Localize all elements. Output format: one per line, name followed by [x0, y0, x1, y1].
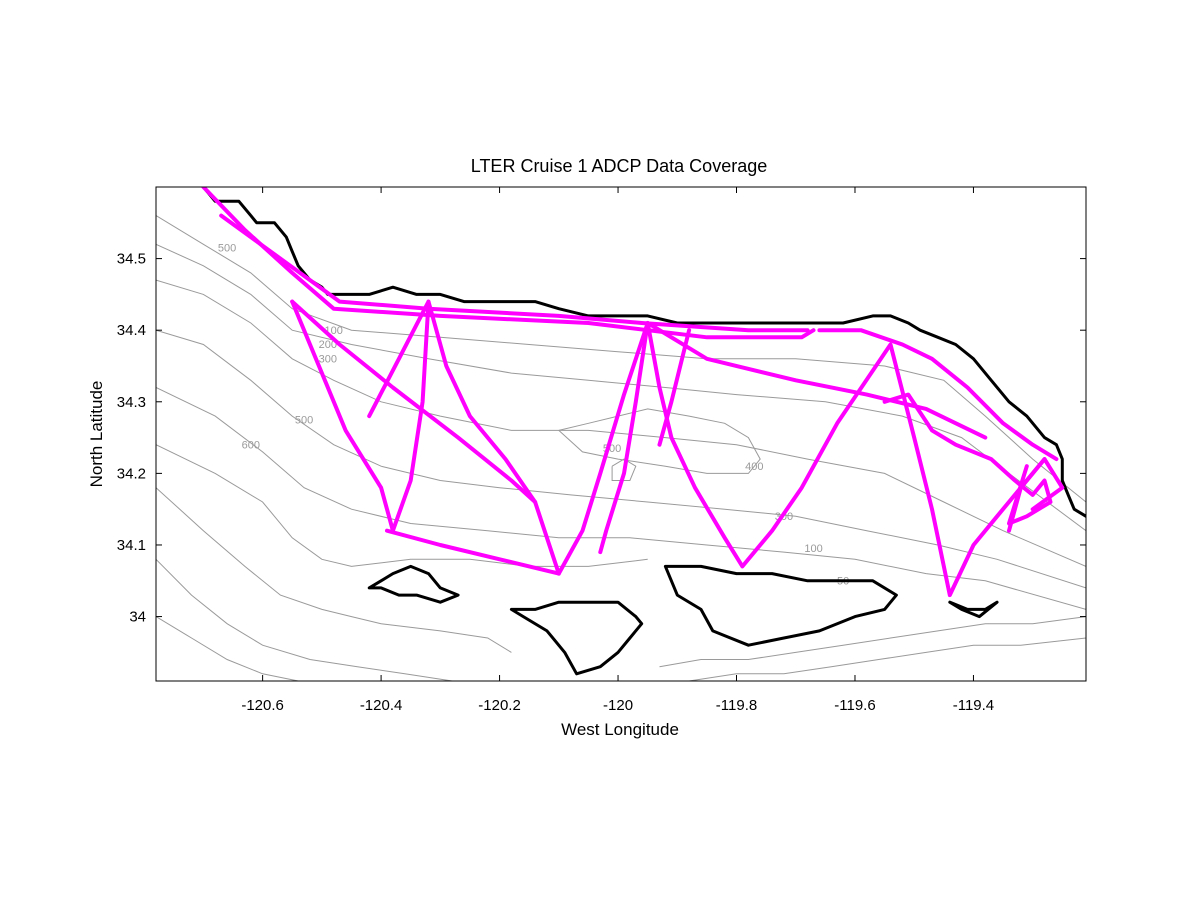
plot-frame	[155, 186, 1087, 682]
bathymetry-contours	[156, 215, 1086, 681]
contour-line-7	[156, 558, 453, 681]
contour-line-1	[156, 243, 1086, 532]
contour-line-6	[156, 487, 512, 653]
plot-background	[156, 187, 1086, 681]
contour-label-1: 200	[319, 339, 337, 351]
coastline-segment-0	[201, 187, 1086, 518]
contour-line-3	[156, 329, 1086, 589]
adcp-track-7	[645, 321, 988, 440]
adcp-tracks	[201, 187, 1065, 598]
coastline-segment-3	[663, 564, 898, 647]
adcp-track-11	[1007, 457, 1065, 533]
y-tick-label: 34.5	[117, 251, 146, 268]
y-tick-label: 34.1	[117, 537, 146, 554]
contour-line-0	[156, 215, 1086, 503]
y-tick-label: 34.4	[117, 322, 146, 339]
y-tick-label: 34.3	[117, 394, 146, 411]
adcp-track-10	[882, 392, 1053, 526]
chart-title: LTER Cruise 1 ADCP Data Coverage	[471, 156, 767, 176]
contour-label-5: 500	[218, 242, 236, 254]
contour-line-5	[156, 444, 648, 567]
axis-ticks: -120.6 -120.4 -120.2 -120 -119.8 -119.6 -119.4…	[117, 187, 1086, 714]
adcp-track-8	[657, 328, 692, 447]
x-tick-label: -120.2	[478, 697, 521, 714]
contour-label-4: 600	[242, 439, 260, 451]
adcp-track-9	[817, 328, 1059, 462]
coastline	[201, 187, 1086, 676]
contour-label-7: 400	[745, 461, 763, 473]
x-tick-label: -119.6	[834, 697, 875, 714]
x-tick-label: -120.6	[241, 697, 284, 714]
contour-line-2	[156, 279, 1086, 567]
x-tick-label: -119.8	[716, 697, 757, 714]
adcp-track-6	[598, 321, 650, 555]
contour-line-12	[611, 458, 637, 481]
adcp-track-3	[290, 299, 538, 504]
contour-label-9: 100	[804, 543, 822, 555]
contour-line-9	[659, 616, 1086, 668]
x-tick-label: -120.4	[360, 697, 403, 714]
y-tick-label: 34	[129, 609, 146, 626]
contour-label-2: 300	[319, 353, 337, 365]
coastline-segment-2	[509, 600, 644, 676]
coastline-segment-4	[948, 600, 999, 619]
contour-label-3: 500	[295, 414, 313, 426]
contour-line-8	[156, 616, 299, 681]
x-tick-label: -120	[603, 697, 633, 714]
contour-line-4	[156, 387, 1086, 610]
contour-line-10	[689, 637, 1086, 681]
y-axis-label: North Latitude	[87, 381, 106, 488]
adcp-track-1	[219, 213, 810, 333]
adcp-track-5	[367, 299, 431, 419]
adcp-track-4	[385, 528, 561, 576]
coastline-segment-1	[367, 564, 460, 604]
y-tick-label: 34.2	[117, 465, 146, 482]
x-tick-label: -119.4	[953, 697, 994, 714]
x-axis-label: West Longitude	[561, 720, 679, 739]
